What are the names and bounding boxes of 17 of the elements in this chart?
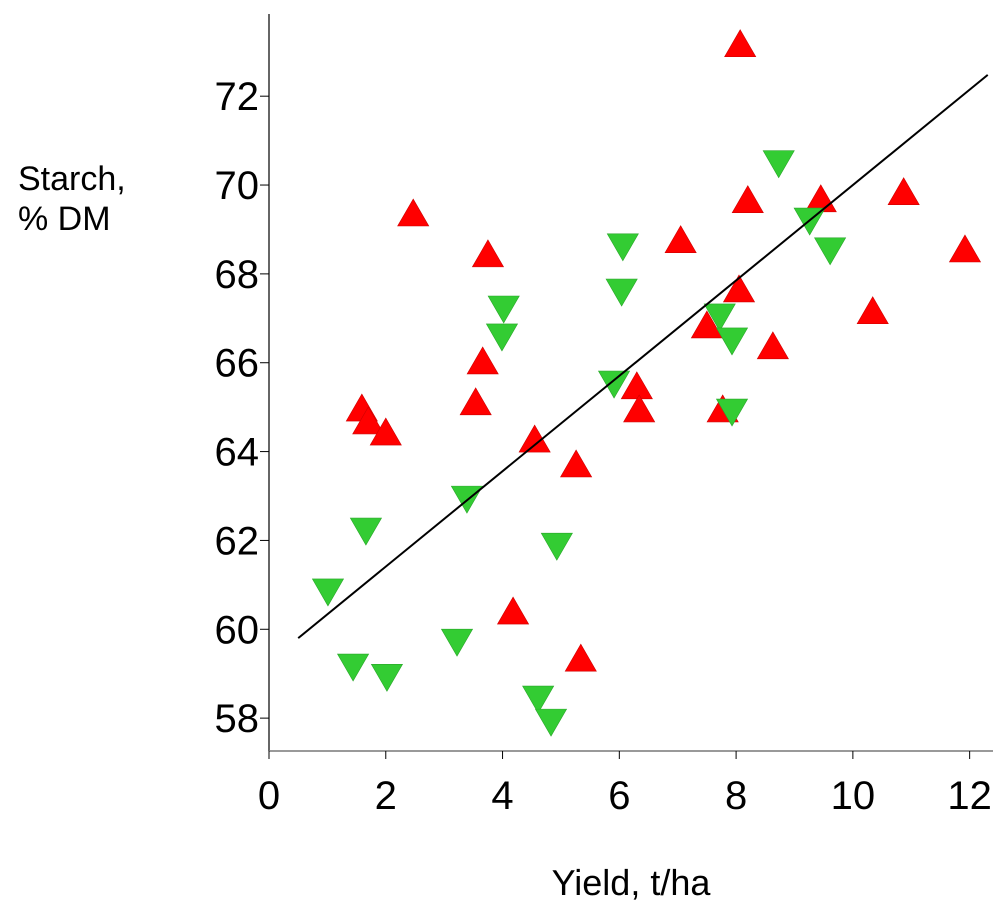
x-tick-label: 10 [830, 774, 876, 818]
x-axis-title: Yield, t/ha [552, 862, 712, 903]
x-tick-label: 2 [374, 774, 397, 818]
y-tick-label: 70 [214, 164, 259, 208]
y-axis-title: Starch, % DM [18, 160, 126, 238]
y-tick-label: 72 [214, 75, 259, 120]
x-tick-label: 0 [258, 774, 280, 818]
y-tick-label: 60 [214, 608, 259, 652]
x-tick-label: 6 [608, 774, 630, 818]
x-tick-label: 4 [491, 774, 514, 818]
y-tick-label: 68 [214, 252, 259, 297]
y-tick-label: 62 [214, 519, 259, 564]
x-tick-label: 8 [724, 774, 748, 818]
y-tick-label: 66 [214, 342, 259, 386]
y-tick-label: 64 [214, 430, 259, 475]
x-tick-label: 12 [947, 774, 992, 818]
y-tick-label: 58 [214, 697, 259, 742]
